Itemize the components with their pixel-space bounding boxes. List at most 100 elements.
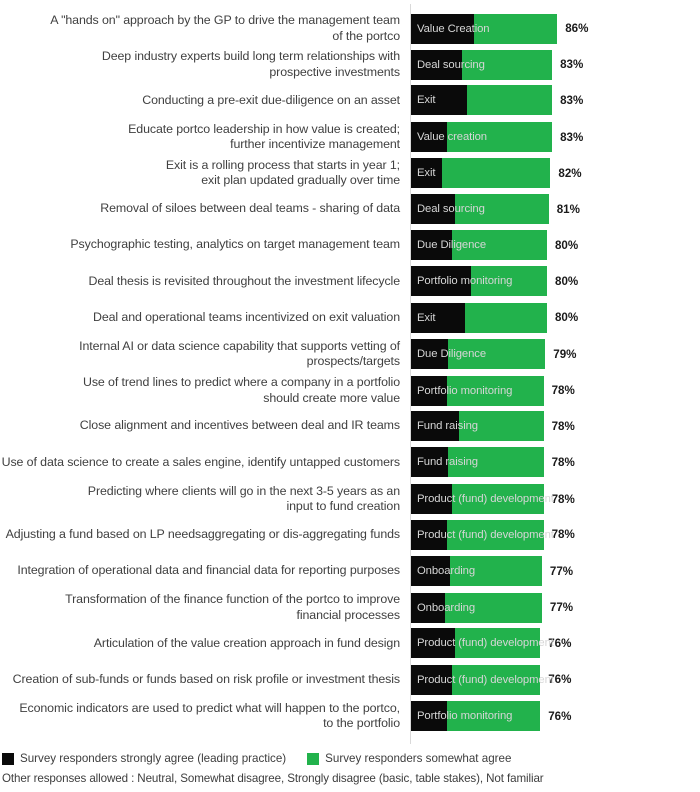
segment-strongly-agree[interactable] <box>411 484 452 515</box>
bar-wrapper: Portfolio monitoring 78% <box>411 375 575 406</box>
segment-strongly-agree[interactable] <box>411 339 449 370</box>
segment-strongly-agree[interactable] <box>411 375 447 406</box>
segment-somewhat-agree[interactable] <box>451 664 541 695</box>
stacked-bar[interactable]: Portfolio monitoring <box>411 375 544 406</box>
row-label: Use of data science to create a sales en… <box>1 454 401 469</box>
bar-wrapper: Fund raising 78% <box>411 447 575 478</box>
bar-total-value: 78% <box>551 384 575 397</box>
stacked-bar[interactable]: Value Creation <box>411 13 558 44</box>
stacked-bar[interactable]: Product (fund) development <box>411 628 554 659</box>
chart-row: Educate portco leadership in how value i… <box>0 122 700 153</box>
bar-wrapper: Onboarding 77% <box>411 592 574 623</box>
segment-strongly-agree[interactable] <box>411 519 447 550</box>
segment-strongly-agree[interactable] <box>411 628 456 659</box>
stacked-bar[interactable]: Deal sourcing <box>411 49 553 80</box>
row-label: Articulation of the value creation appro… <box>93 635 400 650</box>
legend-swatch-black-icon <box>2 752 14 765</box>
bar-total-value: 86% <box>565 22 589 35</box>
segment-somewhat-agree[interactable] <box>470 266 547 297</box>
row-label: Conducting a pre-exit due-diligence on a… <box>142 92 400 107</box>
segment-somewhat-agree[interactable] <box>448 339 546 370</box>
row-label: A "hands on" approach by the GP to drive… <box>50 13 400 43</box>
segment-strongly-agree[interactable] <box>411 592 445 623</box>
stacked-bar[interactable]: Product (fund) development <box>411 664 554 695</box>
bar-total-value: 82% <box>558 166 582 180</box>
segment-somewhat-agree[interactable] <box>451 230 547 261</box>
segment-strongly-agree[interactable] <box>411 194 456 224</box>
bar-total-value: 77% <box>549 564 574 578</box>
segment-strongly-agree[interactable] <box>411 302 466 333</box>
segment-somewhat-agree[interactable] <box>445 592 542 623</box>
chart-row: Predicting where clients will go in the … <box>0 484 700 515</box>
bar-total-value: 83% <box>560 130 584 144</box>
value-axis-line <box>410 4 411 744</box>
stacked-bar[interactable]: Onboarding <box>411 592 542 623</box>
segment-somewhat-agree[interactable] <box>473 13 558 44</box>
stacked-bar[interactable]: Due Diligence <box>411 230 547 261</box>
segment-somewhat-agree[interactable] <box>465 302 547 333</box>
bar-total-value: 77% <box>549 601 574 615</box>
bar-wrapper: Onboarding 77% <box>411 556 573 586</box>
segment-strongly-agree[interactable] <box>411 49 462 80</box>
stacked-bar[interactable]: Fund raising <box>411 447 544 478</box>
chart-row: Adjusting a fund based on LP needsaggreg… <box>0 519 700 550</box>
bar-total-value: 80% <box>554 311 579 325</box>
bar-total-value: 76% <box>548 709 572 723</box>
row-label: Use of trend lines to predict where a co… <box>82 375 400 405</box>
stacked-bar[interactable]: Exit <box>411 158 551 189</box>
segment-strongly-agree[interactable] <box>411 701 447 732</box>
stacked-bar[interactable]: Portfolio monitoring <box>411 266 547 297</box>
segment-strongly-agree[interactable] <box>411 266 471 297</box>
chart-row: Close alignment and incentives between d… <box>0 411 700 442</box>
row-label: Predicting where clients will go in the … <box>87 483 400 514</box>
stacked-bar[interactable]: Value creation <box>411 122 553 153</box>
chart-row: Psychographic testing, analytics on targ… <box>0 230 700 261</box>
segment-strongly-agree[interactable] <box>411 13 474 44</box>
bar-total-value: 78% <box>551 528 575 542</box>
segment-somewhat-agree[interactable] <box>450 556 542 586</box>
stacked-bar[interactable]: Product (fund) development <box>411 484 554 515</box>
segment-somewhat-agree[interactable] <box>458 411 544 442</box>
chart-row: Deep industry experts build long term re… <box>0 49 700 80</box>
segment-somewhat-agree[interactable] <box>446 122 553 153</box>
bar-total-value: 83% <box>560 93 584 107</box>
segment-somewhat-agree[interactable] <box>467 85 553 116</box>
segment-strongly-agree[interactable] <box>411 556 451 586</box>
stacked-bar[interactable]: Exit <box>411 302 547 333</box>
segment-strongly-agree[interactable] <box>411 230 452 261</box>
segment-strongly-agree[interactable] <box>411 664 452 695</box>
segment-somewhat-agree[interactable] <box>455 194 549 224</box>
segment-strongly-agree[interactable] <box>411 158 442 189</box>
stacked-bar[interactable]: Onboarding <box>411 556 542 586</box>
stacked-bar[interactable]: Exit <box>411 85 553 116</box>
segment-somewhat-agree[interactable] <box>455 628 541 659</box>
segment-somewhat-agree[interactable] <box>441 158 551 189</box>
segment-strongly-agree[interactable] <box>411 411 459 442</box>
bar-total-value: 80% <box>554 238 579 252</box>
bar-wrapper: Due Diligence 79% <box>411 339 577 370</box>
stacked-bar[interactable]: Portfolio monitoring <box>411 701 541 732</box>
bar-total-value: 78% <box>551 455 575 469</box>
segment-strongly-agree[interactable] <box>411 122 447 153</box>
row-label: Removal of siloes between deal teams - s… <box>100 201 400 216</box>
bar-wrapper: Value Creation 86% <box>411 13 589 44</box>
legend-label: Survey responders strongly agree (leadin… <box>20 752 287 765</box>
segment-somewhat-agree[interactable] <box>446 701 541 732</box>
segment-somewhat-agree[interactable] <box>451 484 544 515</box>
segment-somewhat-agree[interactable] <box>446 375 544 406</box>
row-label: Deal thesis is revisited throughout the … <box>88 273 401 288</box>
chart-row: Conducting a pre-exit due-diligence on a… <box>0 85 700 116</box>
stacked-bar[interactable]: Product (fund) development <box>411 519 554 550</box>
segment-strongly-agree[interactable] <box>411 85 468 116</box>
row-label: Economic indicators are used to predict … <box>19 700 400 731</box>
segment-strongly-agree[interactable] <box>411 447 449 478</box>
segment-somewhat-agree[interactable] <box>448 447 544 478</box>
stacked-bar[interactable]: Fund raising <box>411 411 544 442</box>
chart-row: Deal thesis is revisited throughout the … <box>0 266 700 297</box>
stacked-bar[interactable]: Deal sourcing <box>411 194 549 224</box>
chart-row: Transformation of the finance function o… <box>0 592 700 623</box>
segment-somewhat-agree[interactable] <box>446 519 544 550</box>
stacked-bar[interactable]: Due Diligence <box>411 339 546 370</box>
bar-wrapper: Exit 80% <box>411 302 579 333</box>
segment-somewhat-agree[interactable] <box>462 49 553 80</box>
